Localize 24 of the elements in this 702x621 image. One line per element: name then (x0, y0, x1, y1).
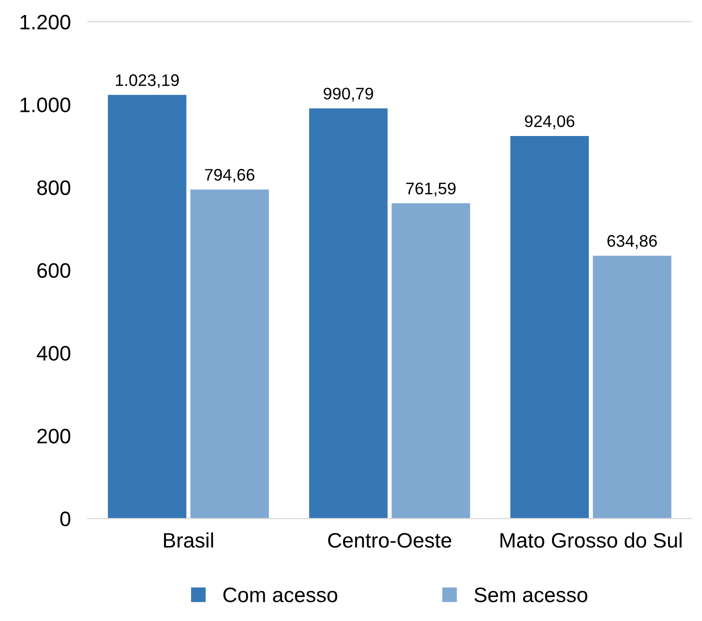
y-tick-label: 600 (37, 263, 70, 278)
y-tick-label: 0 (60, 512, 70, 526)
y-tick-label: 200 (37, 428, 70, 444)
bar (592, 256, 672, 519)
y-tick-label: 400 (36, 346, 70, 361)
data-label: 924,06 (524, 115, 574, 130)
data-label: 761,59 (406, 182, 456, 196)
y-tick-label: 1.000 (20, 98, 70, 112)
bar (108, 94, 186, 519)
data-label: 1.023,19 (116, 74, 179, 88)
data-label: 794,66 (204, 168, 254, 183)
x-tick-label: Brasil (164, 532, 214, 548)
x-tick-label: Centro-Oeste (328, 532, 452, 548)
data-label: 634,86 (607, 235, 657, 249)
x-tick-label: Mato Grosso do Sul (500, 532, 682, 548)
data-label: 990,79 (324, 88, 374, 102)
bar (392, 203, 470, 519)
legend-label: Sem acesso (474, 588, 588, 602)
bar (510, 136, 589, 519)
bar (190, 190, 269, 519)
legend-label: Com acesso (223, 588, 338, 602)
y-tick-label: 1.200 (20, 14, 70, 30)
bar (309, 108, 388, 519)
y-tick-label: 800 (37, 180, 70, 196)
